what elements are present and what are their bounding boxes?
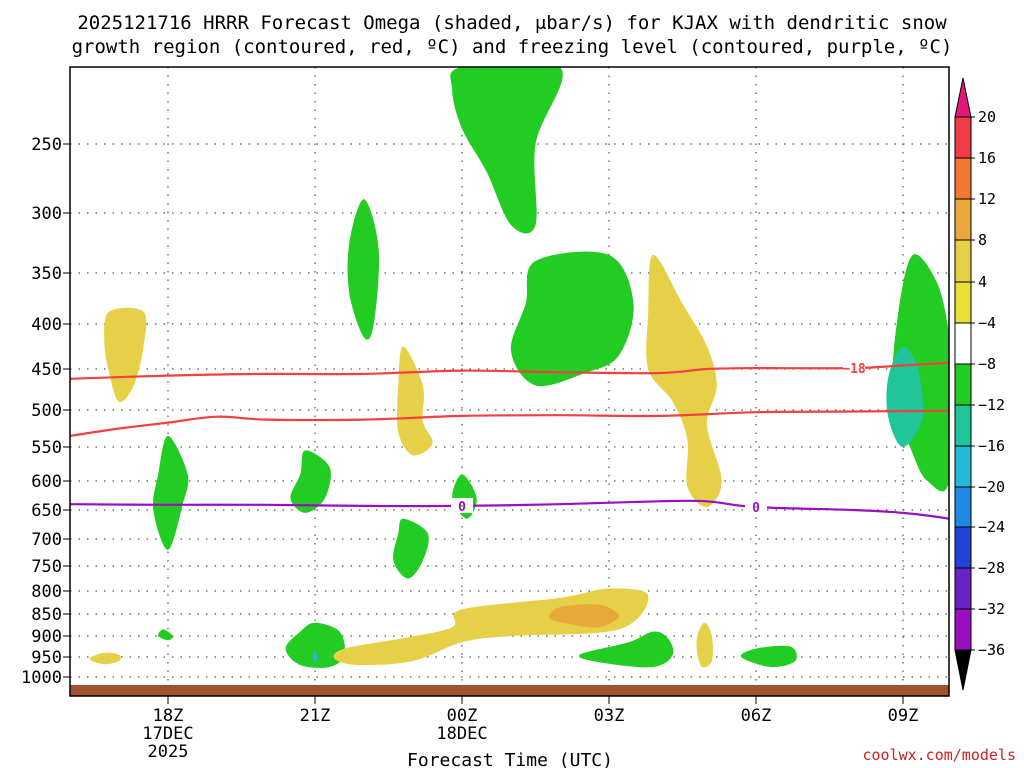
colorbar-label: 8 [978, 231, 987, 249]
x-tick-label: 18Z [153, 706, 184, 726]
colorbar-swatch [954, 526, 972, 569]
colorbar-label: −16 [978, 437, 1005, 455]
colorbar-label: 16 [978, 149, 996, 167]
omega-region [646, 254, 722, 508]
x-tick-label: 09Z [888, 706, 919, 726]
omega-region [158, 629, 174, 641]
colorbar-top-arrow [954, 77, 972, 118]
x-tick-label: 06Z [741, 706, 772, 726]
y-tick-label: 900 [31, 627, 62, 647]
omega-region [89, 652, 121, 665]
colorbar-label: 20 [978, 108, 996, 126]
colorbar-swatch [954, 322, 972, 365]
colorbar-swatch [954, 363, 972, 406]
y-tick-label: 800 [31, 582, 62, 602]
y-tick-label: 350 [31, 264, 62, 284]
omega-region [393, 518, 429, 579]
y-tick-label: 400 [31, 315, 62, 335]
y-tick-label: 600 [31, 472, 62, 492]
colorbar-swatch [954, 239, 972, 283]
colorbar-swatch [954, 567, 972, 610]
omega-region [886, 346, 924, 447]
omega-region [285, 622, 345, 668]
x-tick-date: 18DEC [436, 724, 487, 744]
y-tick-label: 500 [31, 401, 62, 421]
chart-title-line1: 2025121716 HRRR Forecast Omega (shaded, … [77, 12, 947, 34]
colorbar-swatch [954, 157, 972, 200]
y-axis-ticks: 2503003504004505005506006507007508008509… [21, 135, 70, 688]
y-tick-label: 650 [31, 501, 62, 521]
omega-region [740, 645, 797, 668]
y-tick-label: 550 [31, 438, 62, 458]
colorbar-swatch [954, 608, 972, 651]
y-tick-label: 250 [31, 135, 62, 155]
omega-region [290, 450, 331, 513]
contour-dendritic-lower [70, 408, 949, 437]
colorbar-label: −20 [978, 478, 1005, 496]
x-tick-label: 21Z [300, 706, 331, 726]
x-tick-label: 00Z [447, 706, 478, 726]
contour-dendritic-upper [70, 360, 949, 380]
omega-region [578, 631, 674, 668]
omega-region [397, 346, 433, 456]
y-tick-label: 1000 [21, 668, 62, 688]
plot-area: −18 0 0 250 300 350 400 450 500 550 600 650 700 750 8… [21, 66, 950, 762]
contour-label: −18 [842, 362, 866, 377]
contour-freezing-level [70, 499, 949, 522]
colorbar-label: −8 [978, 355, 996, 373]
colorbar-swatch [954, 404, 972, 447]
x-tick-year: 2025 [148, 742, 189, 762]
x-axis-label: Forecast Time (UTC) [407, 750, 613, 768]
colorbar-label: −12 [978, 396, 1005, 414]
omega-region [696, 622, 713, 668]
colorbar-label: −32 [978, 600, 1005, 618]
omega-region [152, 435, 189, 550]
omega-shaded-regions [89, 67, 949, 668]
terrain-strip [70, 685, 949, 696]
colorbar-label: −4 [978, 314, 996, 332]
colorbar-label: 4 [978, 273, 987, 291]
omega-region [347, 199, 380, 340]
y-tick-label: 450 [31, 360, 62, 380]
colorbar-swatch [954, 486, 972, 528]
plot-frame [69, 66, 950, 697]
contour-label-bg [451, 497, 473, 513]
contour-lines: −18 0 0 [70, 360, 949, 522]
contour-label-bg [745, 499, 767, 515]
contour-label: 0 [752, 501, 760, 516]
colorbar-label: 12 [978, 190, 996, 208]
x-tick-date: 17DEC [142, 724, 193, 744]
colorbar-swatch [954, 445, 972, 488]
colorbar-bottom-arrow [954, 649, 972, 691]
colorbar-label: −24 [978, 518, 1005, 536]
colorbar-swatch [954, 198, 972, 241]
y-tick-label: 700 [31, 530, 62, 550]
omega-region [450, 67, 563, 234]
y-tick-label: 950 [31, 648, 62, 668]
y-tick-label: 850 [31, 605, 62, 625]
colorbar-label: −28 [978, 559, 1005, 577]
colorbar-swatch [954, 116, 972, 159]
colorbar-swatch [954, 281, 972, 324]
colorbar-legend: 20 16 12 8 4 −4 −8 −12 −16 −20 −24 −28 −32 −36 [954, 77, 1005, 691]
y-tick-label: 750 [31, 557, 62, 577]
omega-region [312, 650, 318, 663]
omega-region [104, 307, 147, 403]
omega-region [510, 251, 634, 387]
x-tick-label: 03Z [594, 706, 625, 726]
contour-label-bg [843, 360, 865, 376]
credit-text: coolwx.com/models [862, 746, 1016, 764]
omega-region [549, 604, 619, 628]
contour-label: 0 [458, 500, 466, 515]
chart-title-line2: growth region (contoured, red, ºC) and f… [72, 36, 953, 58]
colorbar-label: −36 [978, 641, 1005, 659]
y-tick-label: 300 [31, 204, 62, 224]
